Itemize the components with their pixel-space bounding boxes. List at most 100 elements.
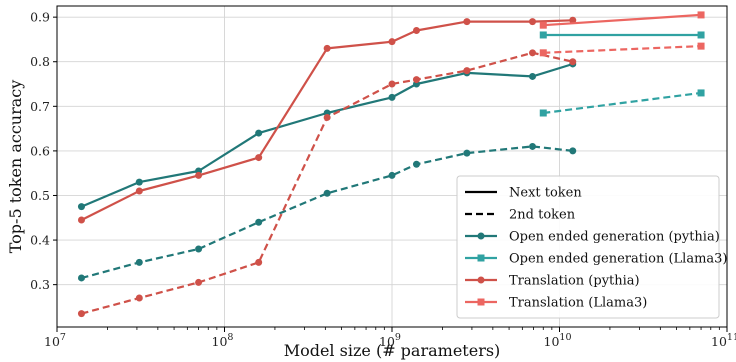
x-tick-label-exponent: 8 <box>227 332 233 343</box>
series-group <box>77 49 577 318</box>
data-point <box>135 178 143 186</box>
data-point <box>569 147 577 155</box>
x-tick-label-base: 10 <box>544 334 560 349</box>
legend-label: Open ended generation (Llama3) <box>509 252 728 267</box>
x-tick-label: 108 <box>212 332 234 349</box>
series-line <box>81 145 573 280</box>
x-tick-label-base: 10 <box>212 334 228 349</box>
x-tick-label: 1011 <box>711 332 736 349</box>
legend-marker <box>477 232 485 240</box>
data-point <box>539 21 547 29</box>
legend-entry: Translation (pythia) <box>465 274 640 289</box>
series-layer <box>77 11 705 318</box>
x-tick-label-exponent: 10 <box>559 332 571 343</box>
data-point <box>539 31 547 39</box>
y-tick-label: 0.4 <box>30 233 50 248</box>
data-point <box>539 49 547 57</box>
y-tick-label: 0.6 <box>30 143 50 158</box>
series-line <box>543 13 702 27</box>
y-tick-label: 0.7 <box>30 99 50 114</box>
data-point <box>195 278 203 286</box>
y-tick-label: 0.3 <box>30 277 50 292</box>
data-point <box>697 11 705 19</box>
legend: Next token 2nd token Open ended generation… <box>456 175 728 319</box>
data-point <box>195 245 203 253</box>
x-tick-label: 107 <box>44 332 66 349</box>
series-group <box>539 31 705 39</box>
series-group <box>539 11 705 29</box>
data-point <box>412 160 420 168</box>
legend-entry: Next token <box>465 186 582 201</box>
data-point <box>323 189 331 197</box>
series-group <box>77 16 577 224</box>
data-point <box>463 149 471 157</box>
data-point <box>195 171 203 179</box>
legend-marker <box>477 254 485 262</box>
legend-label: Translation (pythia) <box>509 274 640 289</box>
data-point <box>388 171 396 179</box>
data-point <box>388 38 396 46</box>
data-point <box>529 142 537 150</box>
legend-label: Next token <box>509 186 582 201</box>
series-group <box>539 42 705 57</box>
y-axis-title: Top-5 token accuracy <box>6 80 25 254</box>
data-point <box>529 49 537 57</box>
data-point <box>77 216 85 224</box>
legend-marker <box>477 298 485 306</box>
data-point <box>569 58 577 66</box>
data-point <box>135 258 143 266</box>
data-point <box>539 109 547 117</box>
legend-entry: Open ended generation (pythia) <box>465 230 720 245</box>
data-point <box>697 89 705 97</box>
data-point <box>388 80 396 88</box>
y-tick-label: 0.8 <box>30 54 50 69</box>
data-point <box>412 27 420 35</box>
data-point <box>412 76 420 84</box>
data-point <box>255 218 263 226</box>
data-point <box>463 18 471 26</box>
series-group <box>77 142 577 282</box>
legend-entry: 2nd token <box>465 208 576 223</box>
series-group <box>539 89 705 117</box>
data-point <box>135 294 143 302</box>
data-point <box>569 16 577 24</box>
data-point <box>388 93 396 101</box>
legend-label: Open ended generation (pythia) <box>509 230 720 245</box>
data-point <box>697 42 705 50</box>
data-point <box>255 129 263 137</box>
x-tick-label-exponent: 9 <box>395 332 401 343</box>
series-line <box>543 45 702 54</box>
x-axis-title: Model size (# parameters) <box>284 341 501 360</box>
data-point <box>323 113 331 121</box>
series-line <box>543 91 702 115</box>
data-point <box>255 258 263 266</box>
y-tick-label: 0.5 <box>30 188 50 203</box>
data-point <box>255 154 263 162</box>
x-tick-label-exponent: 11 <box>727 332 736 343</box>
data-point <box>463 67 471 75</box>
series-line <box>81 62 574 208</box>
y-tick-label: 0.9 <box>30 10 50 25</box>
data-point <box>77 203 85 211</box>
x-tick-label-base: 10 <box>44 334 60 349</box>
legend-label: 2nd token <box>509 208 576 223</box>
x-tick-label: 1010 <box>544 332 572 349</box>
series-line <box>81 51 574 315</box>
x-tick-label-base: 10 <box>379 334 395 349</box>
legend-box <box>456 175 720 319</box>
legend-marker <box>477 276 485 284</box>
x-tick-label-exponent: 7 <box>60 332 66 343</box>
data-point <box>135 187 143 195</box>
data-point <box>529 72 537 80</box>
legend-entry: Translation (Llama3) <box>465 296 647 311</box>
data-point <box>323 44 331 52</box>
x-tick-label-base: 10 <box>711 334 727 349</box>
x-tick-label: 109 <box>379 332 401 349</box>
data-point <box>77 310 85 318</box>
data-point <box>697 31 705 39</box>
legend-label: Translation (Llama3) <box>509 296 647 311</box>
series-line <box>81 19 573 221</box>
